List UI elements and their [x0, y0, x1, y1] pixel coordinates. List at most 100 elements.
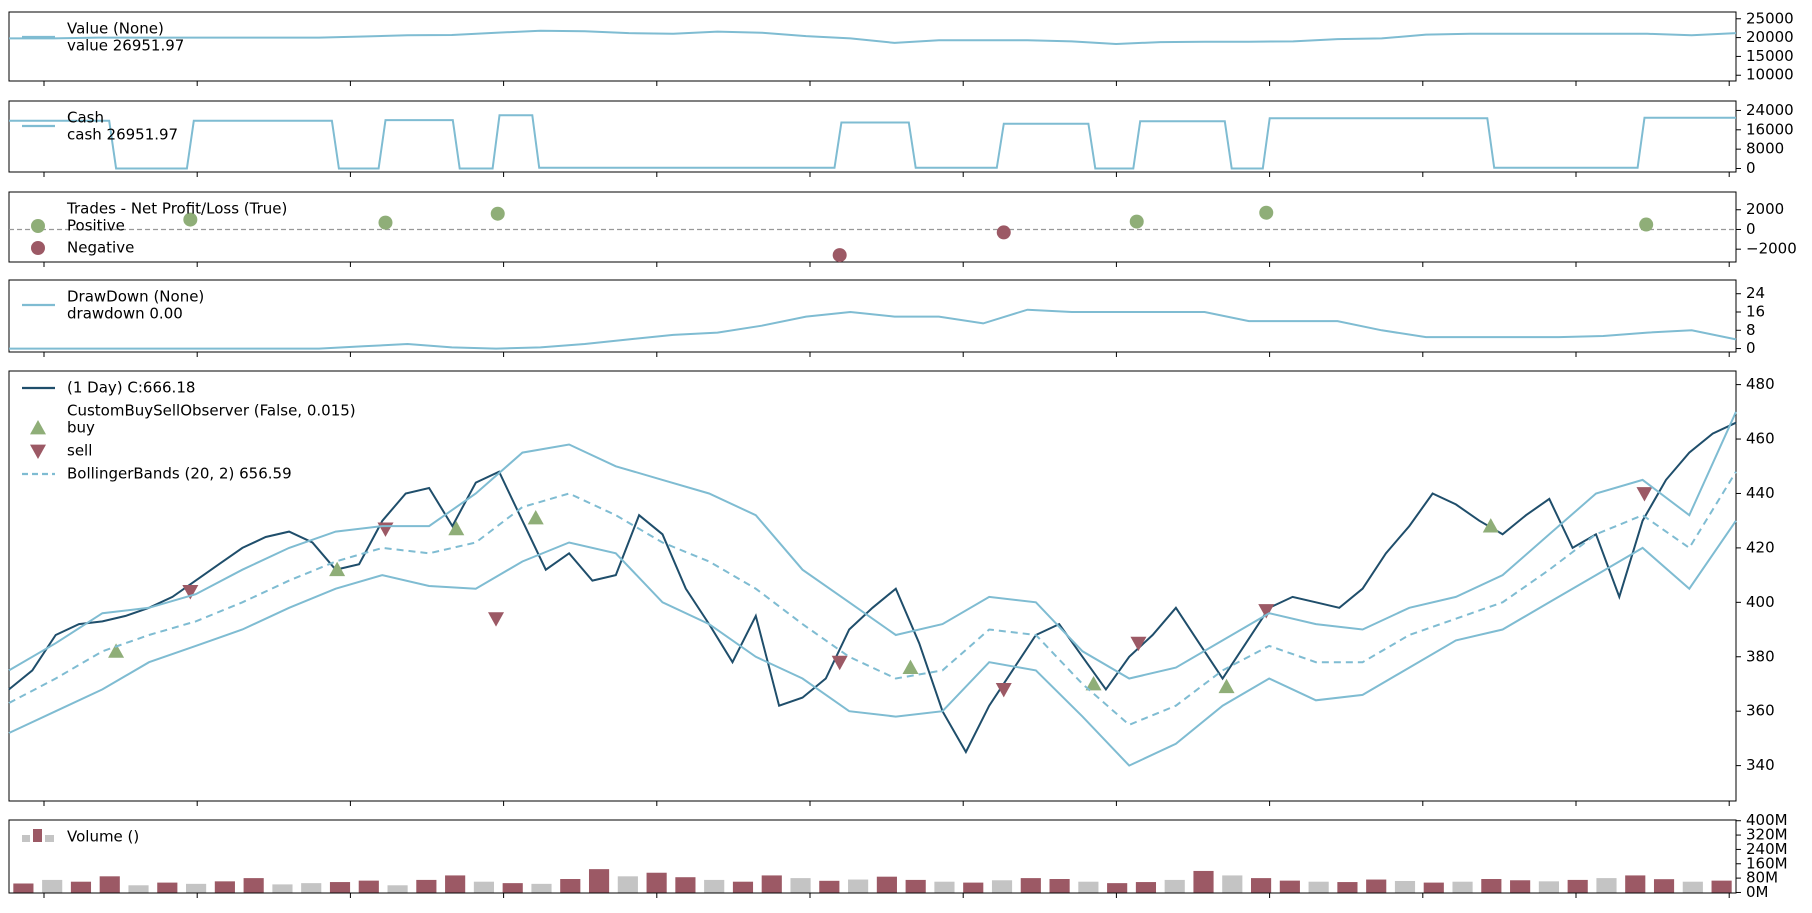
y-tick-label: 25000 — [1746, 9, 1794, 27]
panel-frame — [8, 279, 1737, 353]
y-tick-label: 10000 — [1746, 66, 1794, 84]
volume-bar — [387, 885, 408, 893]
volume-bar — [848, 879, 869, 893]
panel-frame — [8, 370, 1737, 802]
volume-bar — [617, 876, 638, 893]
panel-frame — [8, 11, 1737, 82]
volume-bar — [963, 882, 984, 893]
volume-bar — [416, 879, 437, 893]
trade-marker — [996, 225, 1011, 240]
legend-label: sell — [67, 442, 92, 460]
legend-marker — [31, 241, 45, 255]
y-tick-label: 15000 — [1746, 47, 1794, 65]
series-line — [8, 421, 1737, 755]
volume-bar — [1538, 881, 1559, 893]
legend-title: CustomBuySellObserver (False, 0.015) — [67, 402, 356, 420]
volume-bar — [1164, 879, 1185, 893]
volume-bar — [1337, 882, 1358, 893]
volume-bar — [1308, 881, 1329, 893]
legend-label: buy — [67, 419, 95, 437]
buy-marker — [1482, 518, 1499, 533]
series-line — [9, 308, 1737, 350]
legend-bar — [22, 835, 30, 842]
y-tick-label: 0 — [1746, 339, 1756, 357]
volume-bar — [1423, 882, 1444, 893]
legend-title: DrawDown (None) — [67, 288, 204, 306]
volume-bar — [473, 881, 494, 893]
volume-bar — [1625, 875, 1646, 893]
volume-bar — [991, 880, 1013, 893]
volume-bar — [1078, 881, 1099, 893]
band-line — [8, 411, 1737, 680]
band-line — [8, 520, 1737, 767]
y-tick-label: 16000 — [1746, 120, 1794, 138]
y-tick-label: 380 — [1746, 647, 1775, 665]
buy-marker — [448, 520, 465, 536]
panel-frame — [8, 819, 1737, 894]
buy-marker — [329, 561, 346, 577]
volume-bar — [1279, 880, 1300, 893]
y-tick-label: 80M — [1746, 869, 1778, 887]
y-tick-label: 440 — [1746, 484, 1775, 502]
y-tick-label: 340 — [1746, 756, 1775, 774]
volume-bar — [243, 878, 264, 893]
volume-bar — [445, 875, 466, 893]
volume-bar — [732, 881, 754, 893]
volume-bar — [1366, 879, 1387, 893]
legend-title: Cash — [67, 109, 104, 127]
volume-bar — [1711, 880, 1732, 893]
y-tick-label: 0 — [1746, 159, 1756, 177]
buy-marker — [902, 659, 919, 675]
volume-bar — [214, 881, 235, 893]
sell-marker — [995, 683, 1012, 698]
buy-marker — [108, 643, 125, 658]
y-tick-label: 0M — [1746, 883, 1769, 901]
y-tick-label: 480 — [1746, 375, 1775, 393]
volume-bar — [905, 879, 926, 893]
y-tick-label: 240M — [1746, 840, 1788, 858]
y-tick-label: 24000 — [1746, 101, 1794, 119]
volume-bar — [1107, 883, 1128, 893]
volume-bar — [876, 876, 897, 893]
series-line — [9, 29, 1737, 46]
sell-marker — [1258, 604, 1275, 619]
volume-bar — [1222, 875, 1243, 893]
trade-marker — [183, 212, 198, 227]
series-line — [9, 114, 1736, 170]
trade-marker — [378, 215, 393, 230]
y-tick-label: 460 — [1746, 430, 1775, 448]
volume-bar — [1510, 880, 1531, 893]
volume-bar — [1567, 879, 1588, 893]
volume-bar — [1049, 879, 1070, 893]
volume-bar — [819, 880, 840, 893]
y-tick-label: 16 — [1746, 303, 1765, 321]
volume-bar — [502, 883, 523, 893]
series-line — [8, 471, 1737, 726]
volume-bar — [934, 881, 955, 893]
legend-label: value 26951.97 — [67, 37, 184, 55]
legend-title: Trades - Net Profit/Loss (True) — [66, 200, 287, 218]
legend-label: Positive — [67, 217, 125, 235]
y-tick-label: 8 — [1746, 321, 1756, 339]
volume-bar — [1193, 870, 1214, 893]
trade-marker — [1639, 217, 1654, 232]
y-tick-label: 360 — [1746, 702, 1775, 720]
volume-bar — [1394, 880, 1416, 893]
trade-marker — [490, 206, 505, 221]
volume-bar — [70, 881, 92, 893]
sell-marker — [1130, 636, 1147, 652]
legend-title: Volume () — [67, 828, 139, 846]
volume-bar — [13, 883, 34, 893]
volume-bar — [329, 882, 351, 893]
sell-marker — [1636, 487, 1653, 502]
panel-frame — [8, 100, 1737, 173]
volume-bar — [272, 884, 293, 893]
sell-marker — [831, 655, 848, 671]
volume-bar — [1653, 879, 1675, 893]
volume-bar — [675, 877, 696, 893]
volume-bar — [1020, 878, 1041, 893]
trade-marker — [832, 248, 847, 263]
legend-bar — [33, 829, 42, 842]
